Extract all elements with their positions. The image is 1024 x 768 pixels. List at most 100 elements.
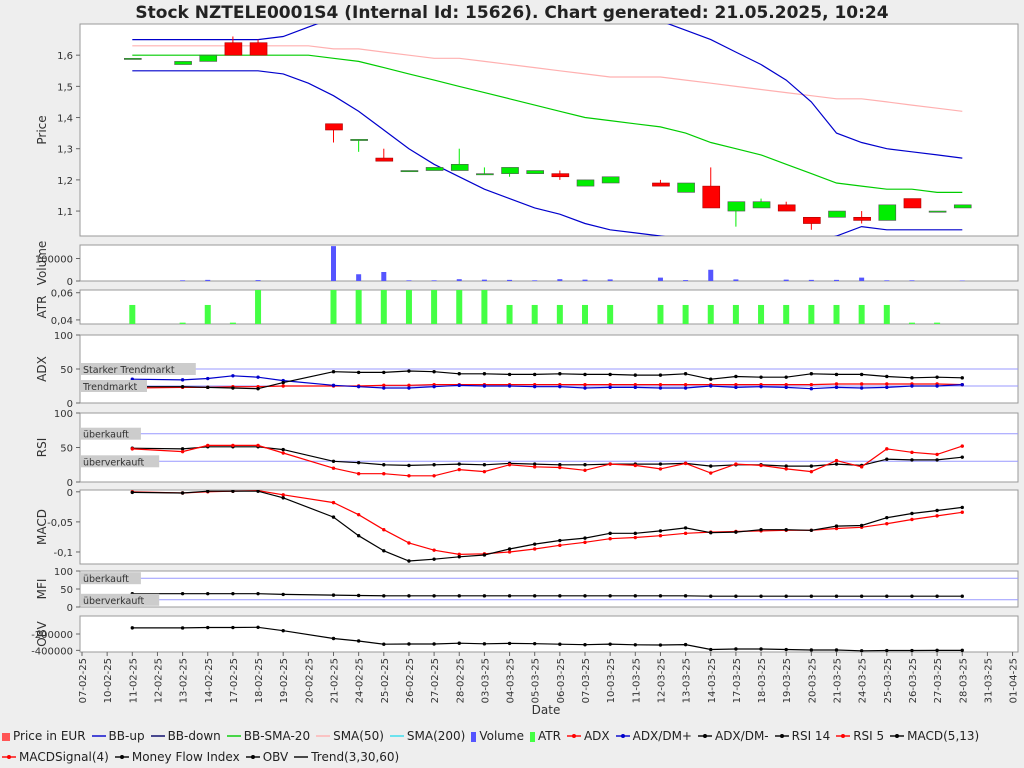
adx-dm-minus-line-point: [206, 385, 210, 390]
rsi5-line-point: [809, 469, 814, 474]
rsi-ytick-label: 50: [60, 444, 73, 455]
macd-signal-line-point: [935, 514, 939, 518]
x-tick-label: 25-03-25: [883, 658, 894, 703]
atr-bar: [582, 304, 588, 324]
candle-body: [124, 57, 142, 60]
adx-dm-plus-line-point: [885, 385, 889, 390]
candle-body: [828, 210, 846, 218]
adx-ytick-label: 50: [60, 365, 73, 376]
adx-dm-minus-line-point: [709, 377, 713, 381]
rsi14-line-point: [407, 463, 411, 468]
legend-item: OBV: [245, 747, 288, 768]
obv-line-point: [859, 649, 864, 652]
legend-label: ADX/DM+: [632, 729, 692, 743]
candle-body: [249, 42, 268, 56]
adx-dm-plus-line-point: [809, 387, 814, 391]
volume-bar: [356, 274, 362, 281]
x-tick-label: 04-03-25: [506, 658, 517, 703]
price-ytick-label: 1,5: [57, 82, 73, 93]
atr-bar: [405, 290, 412, 324]
adx-line-point: [583, 382, 587, 387]
mfi-line-point: [709, 594, 713, 598]
rsi5-line-point: [583, 468, 587, 472]
adx-dm-minus-line-point: [457, 372, 461, 376]
adx-dm-minus-line-point: [759, 375, 763, 379]
adx-dm-plus-line-point: [759, 384, 763, 389]
legend-swatch: [529, 731, 535, 742]
candle-body: [777, 204, 796, 212]
price-ytick-label: 1,4: [57, 114, 73, 125]
legend-label: Trend(3,30,60): [311, 750, 400, 764]
rsi5-line-point: [709, 471, 713, 475]
macd-ytick-label: -0,05: [47, 518, 73, 529]
volume-bar: [456, 279, 462, 281]
mfi-line-point: [834, 594, 839, 598]
candle-body: [526, 170, 545, 174]
legend-label: Price in EUR: [13, 729, 86, 743]
x-tick-label: 26-03-25: [908, 658, 919, 703]
rsi14-line-point: [180, 447, 185, 451]
macd-line-point: [457, 555, 461, 559]
adx-ylabel: ADX: [35, 356, 49, 382]
rsi5-line-point: [507, 463, 512, 467]
adx-dm-minus-line-point: [608, 372, 612, 377]
rsi14-line-point: [356, 460, 361, 465]
macd-signal-line-point: [331, 500, 336, 505]
obv-line-point: [709, 647, 713, 652]
macd-line: [132, 490, 963, 562]
adx-dm-plus-line-point: [709, 384, 713, 388]
mfi-guide-label-bg: [80, 572, 141, 585]
obv-line-point: [935, 648, 939, 652]
volume-bar: [180, 280, 186, 281]
atr-bar: [531, 304, 538, 324]
atr-bar: [129, 304, 136, 324]
volume-bar: [582, 279, 588, 281]
adx-dm-plus-line-point: [457, 383, 461, 388]
rsi14-line-point: [658, 462, 663, 466]
candle-body: [450, 163, 469, 171]
mfi-line-point: [759, 594, 763, 598]
rsi5-line-point: [834, 458, 839, 463]
macd-panel: 0 -0,05 -0,1 MACD: [35, 488, 1019, 565]
adx-dm-plus-line-point: [331, 383, 336, 388]
x-tick-label: 20-02-25: [304, 658, 315, 703]
volume-bar: [431, 280, 437, 281]
rsi5-line-point: [683, 461, 688, 466]
adx-guide-label: Starker Trendmarkt: [83, 365, 175, 376]
rsi14-line-point: [935, 458, 939, 462]
volume-bar: [532, 280, 538, 281]
adx-line-point: [633, 382, 637, 387]
adx-dm-plus-line-point: [180, 378, 185, 382]
price-series: [124, 24, 972, 236]
rsi14-line-point: [482, 463, 487, 467]
candle-body: [652, 182, 670, 187]
legend-item: SMA(200): [389, 726, 465, 747]
price-ylabel: Price: [35, 115, 49, 144]
mfi-line-point: [281, 592, 285, 597]
x-axis: 07-02-25 10-02-25 11-02-25 12-02-25 13-02-25…: [78, 652, 1020, 703]
volume-bar: [381, 272, 387, 281]
obv-line-point: [784, 647, 788, 652]
price-ytick-label: 1,6: [57, 51, 73, 62]
mfi-line-point: [910, 594, 914, 598]
atr-bar: [481, 290, 488, 324]
legend-label: Money Flow Index: [131, 750, 240, 764]
obv-line-point: [407, 642, 411, 646]
legend-label: BB-SMA-20: [243, 729, 311, 743]
volume-bar: [507, 279, 513, 281]
macd-signal-line-point: [382, 528, 386, 532]
obv-plot-area: [79, 615, 1019, 653]
rsi5-line-point: [356, 472, 361, 476]
rsi-series: [80, 433, 1018, 478]
chart-legend: Price in EUR BB-up BB-down BB-SMA-20 SMA(50)…: [2, 726, 1022, 768]
candle-body: [501, 167, 519, 174]
mfi-line-point: [432, 594, 436, 598]
rsi5-line-point: [482, 469, 487, 474]
adx-dm-minus-line-point: [658, 373, 663, 377]
adx-ytick-label: 0: [67, 399, 73, 410]
adx-dm-plus-line-point: [407, 386, 411, 390]
macd-signal-line-point: [432, 548, 436, 552]
x-tick-label: 05-03-25: [531, 658, 542, 703]
adx-guide-label-bg: [80, 380, 147, 392]
obv-line-point: [457, 641, 461, 645]
